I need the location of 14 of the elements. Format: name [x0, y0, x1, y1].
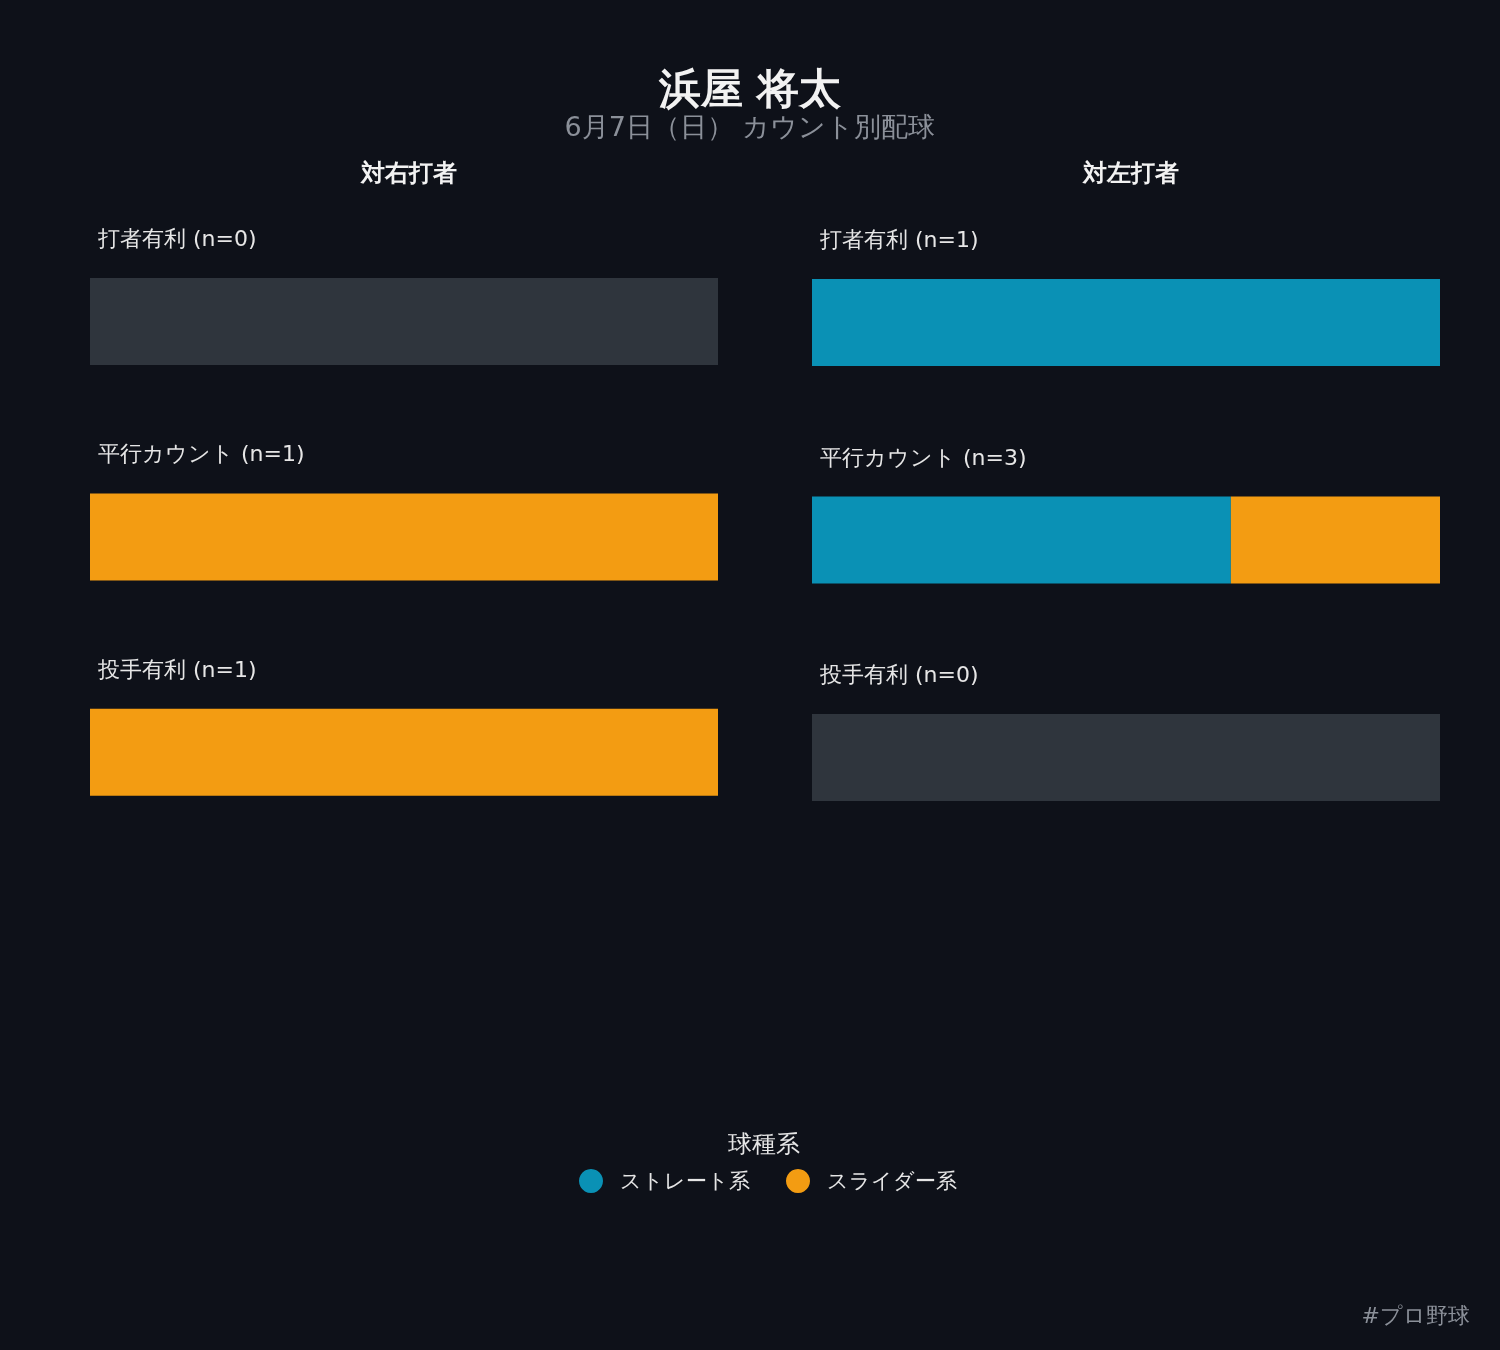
legend-title: 球種系 [728, 1130, 800, 1158]
y-tick-label: 投手有利 (n=0) [819, 662, 979, 687]
y-tick-label: 打者有利 (n=1) [819, 227, 979, 252]
y-tick-label: 打者有利 (n=0) [97, 225, 257, 251]
text: 6月7日（日） カウント別配球 [564, 111, 936, 142]
y-tick-label: 平行カウント (n=1) [98, 441, 305, 467]
y-tick-label: 平行カウント (n=3) [820, 444, 1027, 470]
text: 対右打者 [360, 159, 457, 187]
legend-label: スライダー系 [827, 1169, 957, 1193]
text: 浜屋 将太 [657, 63, 843, 113]
text: #プロ野球 [1361, 1302, 1470, 1328]
legend-label: ストレート系 [620, 1169, 750, 1193]
y-tick-label: 投手有利 (n=1) [97, 656, 257, 682]
text: 対左打者 [1082, 159, 1179, 187]
